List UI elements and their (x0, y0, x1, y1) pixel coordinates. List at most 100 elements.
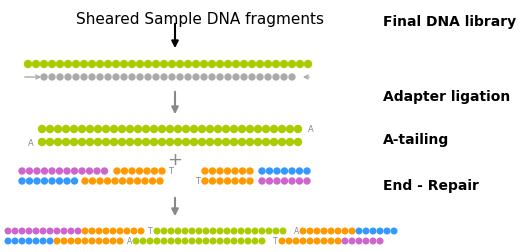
Circle shape (314, 238, 320, 244)
Circle shape (127, 178, 133, 184)
Circle shape (225, 178, 230, 184)
Circle shape (240, 168, 245, 174)
Text: A-tailing: A-tailing (383, 133, 449, 147)
Circle shape (289, 61, 295, 68)
Circle shape (105, 61, 111, 68)
Circle shape (124, 228, 130, 234)
Circle shape (89, 228, 95, 234)
Circle shape (161, 75, 167, 81)
Circle shape (48, 61, 56, 68)
Circle shape (46, 139, 54, 146)
Circle shape (349, 238, 355, 244)
Circle shape (39, 126, 45, 133)
Circle shape (287, 126, 293, 133)
Circle shape (103, 139, 109, 146)
Circle shape (82, 238, 88, 244)
Circle shape (161, 228, 167, 234)
Text: +: + (167, 150, 182, 168)
Circle shape (27, 178, 32, 184)
Circle shape (86, 168, 93, 174)
Circle shape (157, 178, 163, 184)
Circle shape (79, 139, 85, 146)
Circle shape (158, 139, 166, 146)
Circle shape (203, 238, 209, 244)
Circle shape (199, 139, 205, 146)
Circle shape (196, 238, 202, 244)
Text: A: A (308, 125, 314, 134)
Circle shape (259, 168, 265, 174)
Circle shape (81, 61, 88, 68)
Circle shape (289, 178, 295, 184)
Circle shape (56, 178, 63, 184)
Circle shape (105, 178, 110, 184)
Circle shape (97, 75, 103, 81)
Circle shape (231, 228, 237, 234)
Circle shape (143, 139, 150, 146)
Circle shape (137, 75, 143, 81)
Circle shape (356, 238, 362, 244)
Circle shape (89, 61, 95, 68)
Circle shape (54, 228, 60, 234)
Circle shape (206, 126, 214, 133)
Circle shape (222, 139, 229, 146)
Circle shape (143, 126, 150, 133)
Circle shape (12, 228, 18, 234)
Circle shape (94, 168, 100, 174)
Circle shape (34, 168, 40, 174)
Circle shape (296, 168, 303, 174)
Circle shape (191, 126, 197, 133)
Circle shape (145, 75, 151, 81)
Circle shape (137, 168, 143, 174)
Text: T: T (195, 177, 200, 186)
Circle shape (73, 75, 79, 81)
Circle shape (210, 238, 216, 244)
Circle shape (370, 238, 376, 244)
Circle shape (121, 168, 128, 174)
Circle shape (26, 228, 32, 234)
Circle shape (121, 75, 127, 81)
Circle shape (19, 238, 25, 244)
Circle shape (168, 228, 174, 234)
Circle shape (82, 228, 88, 234)
Text: A: A (28, 138, 34, 147)
Circle shape (191, 139, 197, 146)
Circle shape (150, 178, 155, 184)
Circle shape (117, 228, 123, 234)
Circle shape (89, 75, 95, 81)
Circle shape (119, 178, 126, 184)
Circle shape (110, 139, 118, 146)
Circle shape (202, 168, 208, 174)
Circle shape (151, 139, 157, 146)
Circle shape (61, 228, 67, 234)
Circle shape (175, 238, 181, 244)
Circle shape (27, 168, 32, 174)
Circle shape (281, 168, 288, 174)
Circle shape (300, 238, 306, 244)
Circle shape (131, 228, 137, 234)
Circle shape (300, 228, 306, 234)
Circle shape (257, 75, 263, 81)
Circle shape (168, 238, 174, 244)
Circle shape (102, 168, 107, 174)
Circle shape (39, 139, 45, 146)
Circle shape (270, 126, 278, 133)
Circle shape (127, 126, 133, 133)
Circle shape (79, 126, 85, 133)
Circle shape (40, 238, 46, 244)
Circle shape (47, 228, 53, 234)
Circle shape (110, 228, 116, 234)
Circle shape (19, 228, 25, 234)
Circle shape (120, 61, 128, 68)
Text: T: T (273, 237, 278, 245)
Circle shape (266, 228, 272, 234)
Circle shape (224, 228, 230, 234)
Circle shape (217, 75, 223, 81)
Circle shape (19, 168, 25, 174)
Circle shape (134, 178, 141, 184)
Circle shape (72, 61, 80, 68)
Circle shape (263, 139, 269, 146)
Circle shape (161, 238, 167, 244)
Circle shape (254, 139, 262, 146)
Circle shape (82, 178, 88, 184)
Circle shape (140, 238, 146, 244)
